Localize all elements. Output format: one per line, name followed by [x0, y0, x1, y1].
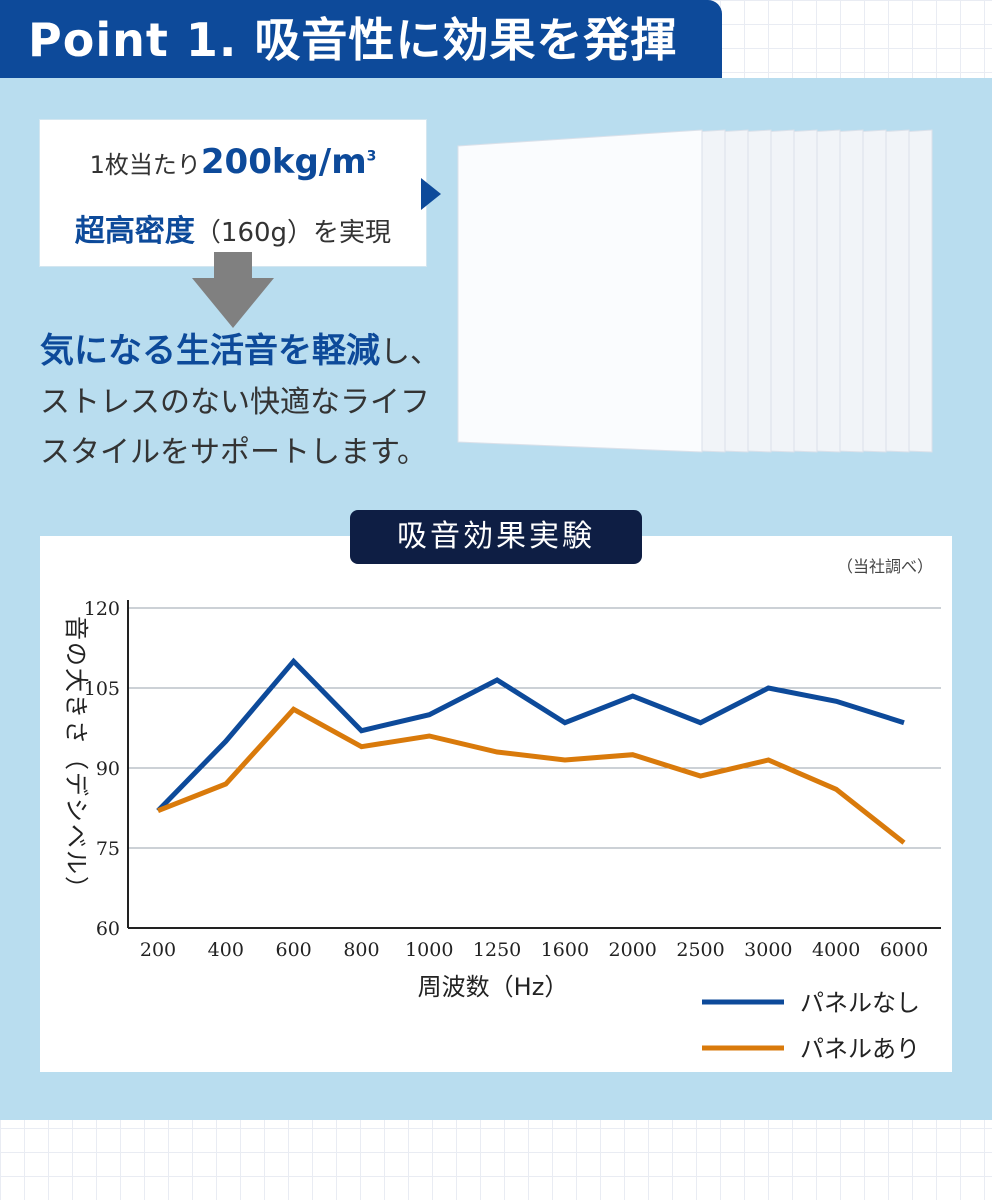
spec-prefix: 1枚当たり: [89, 151, 201, 179]
x-tick-label: 1250: [473, 939, 521, 961]
description-line2: ストレスのない快適なライフ: [40, 385, 430, 420]
front-panel: [457, 129, 703, 453]
x-tick-label: 1600: [541, 939, 589, 961]
page-title: Point 1. 吸音性に効果を発揮: [0, 0, 722, 80]
chart-svg: （当社調べ） 120 105 90 75 60 200 400 600 800 1000 1250…: [62, 557, 941, 1063]
spec-high-density: 超高密度: [74, 214, 195, 249]
x-tick-label: 2000: [609, 939, 657, 961]
description: 気になる生活音を軽減し、 ストレスのない快適なライフ スタイルをサポートします。: [40, 326, 460, 478]
down-arrow-icon: [192, 252, 274, 328]
x-axis-label: 周波数（Hz）: [418, 973, 569, 1001]
spec-line-weight: 超高密度（160g）を実現: [40, 206, 426, 250]
spec-density-value: 200kg/m3: [201, 142, 377, 182]
x-tick-label: 2500: [676, 939, 724, 961]
legend-label: パネルなし: [800, 989, 920, 1017]
x-tick-label: 4000: [812, 939, 860, 961]
y-tick-label: 105: [84, 678, 120, 700]
y-axis-label: 音の大きさ（デシベル）: [62, 616, 90, 902]
chart-note: （当社調べ）: [837, 557, 933, 576]
spec-box: 1枚当たり200kg/m3 超高密度（160g）を実現: [40, 120, 426, 266]
y-tick-label: 90: [96, 758, 120, 780]
x-tick-label: 3000: [744, 939, 792, 961]
x-tick-label: 600: [276, 939, 312, 961]
spec-line-density: 1枚当たり200kg/m3: [40, 142, 426, 182]
description-line1: 気になる生活音を軽減し、: [40, 326, 460, 378]
x-tick-label: 6000: [880, 939, 928, 961]
chart-title-badge: 吸音効果実験: [350, 510, 642, 564]
x-tick-label: 800: [343, 939, 379, 961]
spec-density-exponent: 3: [366, 148, 377, 165]
description-highlight: 気になる生活音を軽減: [40, 331, 380, 371]
spec-weight: （160g）を実現: [194, 218, 392, 248]
spec-density-number: 200kg/m: [200, 142, 367, 182]
legend-label: パネルあり: [800, 1035, 920, 1063]
chart-card: （当社調べ） 120 105 90 75 60 200 400 600 800 1000 1250…: [40, 536, 952, 1072]
y-tick-label: 75: [96, 838, 120, 860]
acoustic-panels-image: [457, 129, 933, 453]
series-line-with-panel: [157, 706, 906, 845]
y-tick-label: 120: [84, 598, 120, 620]
x-tick-label: 1000: [405, 939, 453, 961]
right-arrow-icon: [421, 178, 441, 210]
description-line3: スタイルをサポートします。: [40, 435, 427, 470]
description-suffix: し、: [380, 335, 440, 370]
y-tick-label: 60: [96, 918, 120, 940]
x-tick-label: 400: [208, 939, 244, 961]
series-line-without-panel: [156, 657, 905, 813]
x-tick-label: 200: [140, 939, 176, 961]
